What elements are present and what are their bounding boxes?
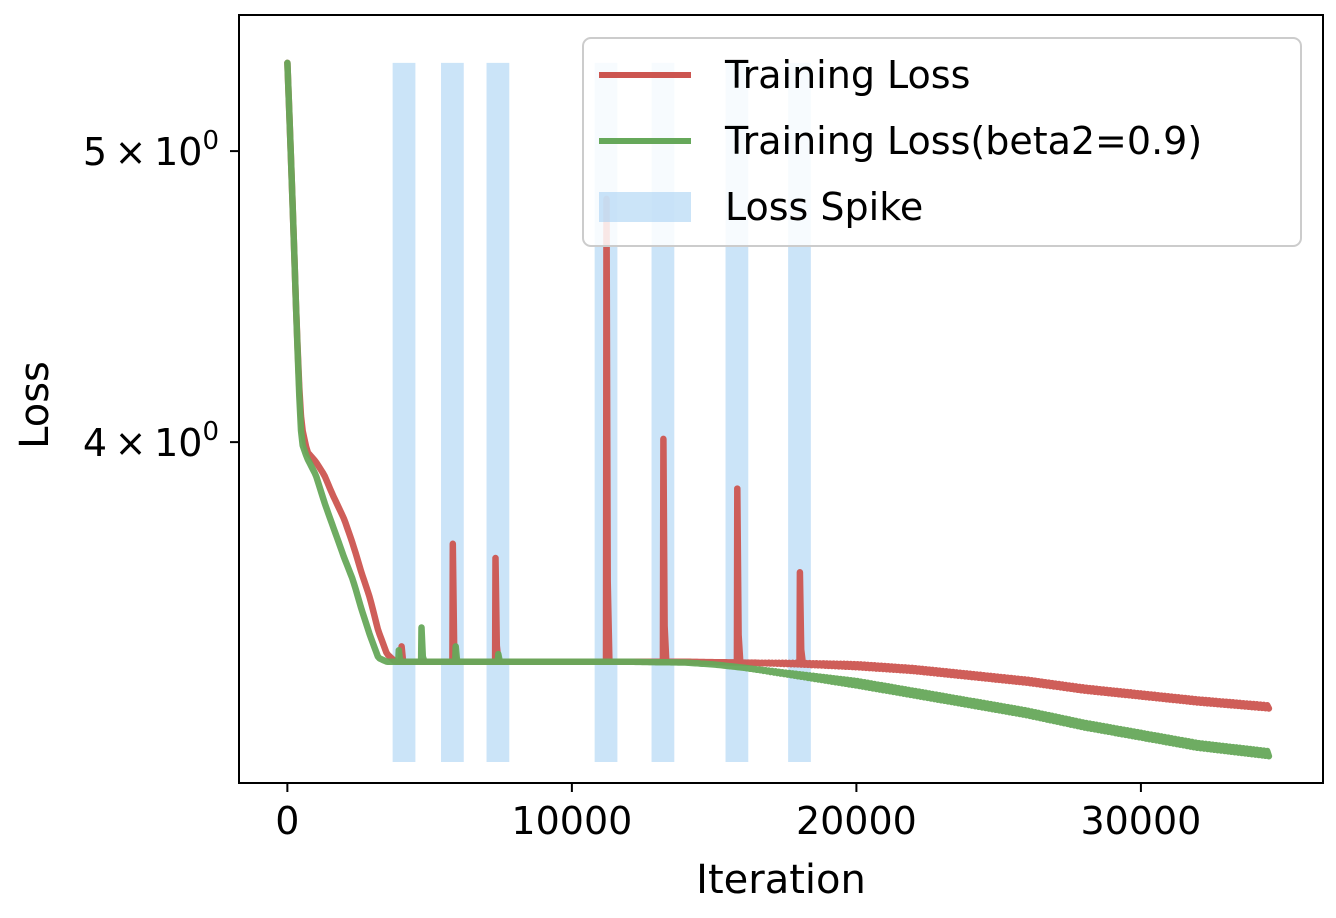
series-line-2: [284, 59, 1273, 760]
x-axis-label: Iteration: [696, 857, 866, 903]
plot-frame: [238, 14, 1324, 784]
y-tick-label-1: 4 × 100: [83, 417, 219, 465]
legend-label-2: Training Loss(beta2=0.9): [724, 119, 1202, 163]
legend-swatch-3: [599, 192, 691, 222]
x-tick-label-4: 30000: [1080, 799, 1201, 843]
loss-spike-region-1: [392, 62, 416, 762]
series-lines: [284, 59, 1273, 760]
loss-spike-region-2: [441, 62, 464, 762]
y-tick-label-2: 5 × 100: [83, 126, 219, 174]
legend-box: [582, 37, 1302, 247]
y-axis-label: Loss: [12, 361, 58, 449]
x-axis-ticks: 0 10000 20000 30000: [275, 783, 1201, 843]
legend-label-3: Loss Spike: [725, 185, 923, 229]
legend-label-1: Training Loss: [724, 53, 970, 97]
x-tick-label-1: 0: [275, 799, 299, 843]
legend: Training Loss Training Loss(beta2=0.9) Los…: [582, 37, 1302, 247]
x-tick-label-2: 10000: [511, 799, 632, 843]
y-axis-ticks: 4 × 100 5 × 100: [83, 126, 239, 465]
x-tick-label-3: 20000: [796, 799, 917, 843]
